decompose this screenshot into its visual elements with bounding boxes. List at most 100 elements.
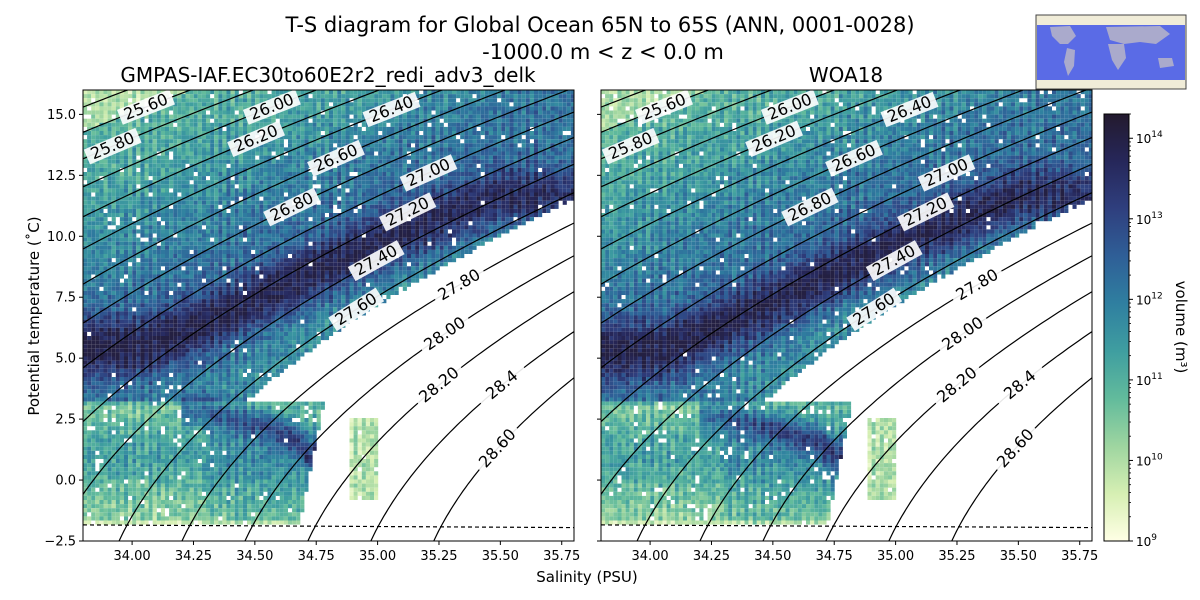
heatmap-cell [247, 229, 252, 234]
heatmap-cell [128, 307, 133, 312]
heatmap-cell [238, 344, 243, 349]
heatmap-cell [189, 225, 194, 230]
heatmap-cell [255, 213, 260, 218]
heatmap-cell [95, 372, 100, 377]
heatmap-cell [165, 418, 170, 423]
heatmap-cell [181, 487, 186, 492]
heatmap-cell [152, 274, 157, 279]
heatmap-cell [165, 221, 170, 226]
heatmap-cell [226, 319, 231, 324]
heatmap-cell [279, 340, 284, 345]
heatmap-cell [218, 94, 223, 99]
heatmap-cell [165, 155, 170, 160]
heatmap-cell [279, 176, 284, 181]
heatmap-cell [251, 385, 256, 390]
heatmap-cell [255, 196, 260, 201]
heatmap-cell [222, 438, 227, 443]
heatmap-cell [189, 274, 194, 279]
heatmap-cell [267, 258, 272, 263]
heatmap-cell [99, 422, 104, 427]
heatmap-cell [234, 290, 239, 295]
heatmap-cell [206, 434, 211, 439]
heatmap-cell [128, 483, 133, 488]
heatmap-cell [197, 241, 202, 246]
heatmap-cell [115, 290, 120, 295]
heatmap-cell [279, 266, 284, 271]
heatmap-cell [173, 512, 178, 517]
heatmap-cell [206, 151, 211, 156]
heatmap-cell [181, 139, 186, 144]
heatmap-cell [124, 454, 129, 459]
heatmap-cell [271, 225, 276, 230]
heatmap-cell [193, 479, 198, 484]
heatmap-cell [206, 163, 211, 168]
heatmap-cell [144, 516, 149, 521]
heatmap-cell [214, 110, 219, 115]
heatmap-cell [111, 229, 116, 234]
heatmap-cell [214, 184, 219, 189]
heatmap-cell [107, 241, 112, 246]
heatmap-cell [136, 229, 141, 234]
heatmap-cell [181, 126, 186, 131]
heatmap-cell [111, 442, 116, 447]
heatmap-cell [83, 102, 88, 107]
heatmap-cell [140, 290, 145, 295]
heatmap-cell [242, 508, 247, 513]
heatmap-cell [115, 348, 120, 353]
heatmap-cell [99, 446, 104, 451]
heatmap-cell [99, 249, 104, 254]
heatmap-cell [91, 282, 96, 287]
heatmap-cell [206, 405, 211, 410]
heatmap-cell [136, 262, 141, 267]
heatmap-cell [210, 389, 215, 394]
heatmap-cell [107, 520, 112, 525]
heatmap-cell [185, 516, 190, 521]
heatmap-cell [230, 254, 235, 259]
heatmap-cell [193, 258, 198, 263]
heatmap-cell [230, 258, 235, 263]
heatmap-cell [230, 381, 235, 386]
heatmap-cell [103, 454, 108, 459]
heatmap-cell [148, 483, 153, 488]
heatmap-cell [259, 213, 264, 218]
heatmap-cell [124, 94, 129, 99]
heatmap-cell [189, 340, 194, 345]
heatmap-cell [271, 94, 276, 99]
heatmap-cell [201, 418, 206, 423]
heatmap-cell [107, 114, 112, 119]
heatmap-cell [83, 352, 88, 357]
heatmap-cell [247, 295, 252, 300]
heatmap-cell [226, 311, 231, 316]
heatmap-cell [99, 188, 104, 193]
heatmap-cell [210, 516, 215, 521]
heatmap-cell [259, 409, 264, 414]
heatmap-cell [156, 352, 161, 357]
heatmap-cell [124, 409, 129, 414]
heatmap-cell [247, 262, 252, 267]
heatmap-cell [201, 221, 206, 226]
heatmap-cell [144, 368, 149, 373]
heatmap-cell [214, 319, 219, 324]
heatmap-cell [201, 512, 206, 517]
heatmap-cell [124, 282, 129, 287]
heatmap-cell [234, 159, 239, 164]
heatmap-cell [124, 245, 129, 250]
heatmap-cell [136, 377, 141, 382]
heatmap-cell [140, 180, 145, 185]
heatmap-cell [193, 233, 198, 238]
heatmap-cell [214, 155, 219, 160]
heatmap-cell [206, 381, 211, 386]
heatmap-cell [222, 254, 227, 259]
heatmap-cell [148, 475, 153, 480]
heatmap-cell [115, 319, 120, 324]
heatmap-cell [271, 254, 276, 259]
heatmap-cell [103, 258, 108, 263]
heatmap-cell [103, 237, 108, 242]
heatmap-cell [238, 442, 243, 447]
heatmap-cell [169, 520, 174, 525]
heatmap-cell [197, 442, 202, 447]
heatmap-cell [275, 442, 280, 447]
heatmap-cell [177, 208, 182, 213]
heatmap-cell [152, 491, 157, 496]
heatmap-cell [210, 278, 215, 283]
